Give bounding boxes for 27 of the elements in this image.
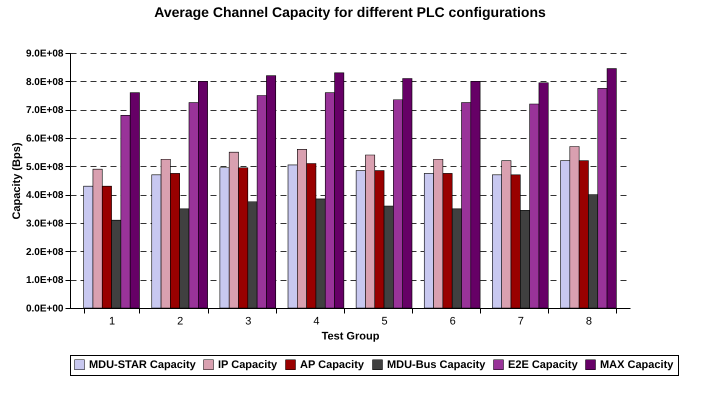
x-tick-label: 4: [313, 316, 320, 328]
x-tick-label: 5: [382, 316, 388, 328]
chart-title: Average Channel Capacity for different PLC configurations: [154, 4, 546, 20]
legend-label: MDU-Bus Capacity: [387, 358, 486, 371]
x-tick-label: 2: [177, 316, 184, 328]
legend-label: MAX Capacity: [600, 358, 674, 371]
x-tick-label: 6: [450, 316, 456, 328]
x-axis-title: Test Group: [322, 330, 380, 342]
y-tick-label: 0.0E+00: [26, 304, 64, 314]
legend-label: E2E Capacity: [508, 358, 579, 371]
legend-label: IP Capacity: [218, 358, 278, 371]
y-tick-label: 9.0E+08: [26, 48, 64, 60]
y-tick-label: 7.0E+08: [26, 105, 64, 116]
y-tick-label: 3.0E+08: [26, 218, 64, 230]
y-tick-label: 1.0E+08: [26, 275, 64, 286]
x-tick-label: 7: [518, 316, 524, 328]
x-tick-label: 1: [108, 316, 116, 328]
legend-label: AP Capacity: [300, 358, 365, 371]
y-tick-label: 5.0E+08: [26, 162, 64, 173]
y-axis-title: Capacity (Bps): [10, 142, 23, 220]
y-tick-label: 2.0E+08: [26, 246, 64, 258]
y-tick-label: 4.0E+08: [26, 190, 64, 202]
x-tick-label: 3: [245, 316, 252, 328]
legend-label: MDU-STAR Capacity: [89, 358, 197, 371]
y-tick-label: 8.0E+08: [26, 76, 64, 88]
y-tick-label: 6.0E+08: [26, 134, 64, 144]
x-tick-label: 8: [586, 316, 592, 328]
